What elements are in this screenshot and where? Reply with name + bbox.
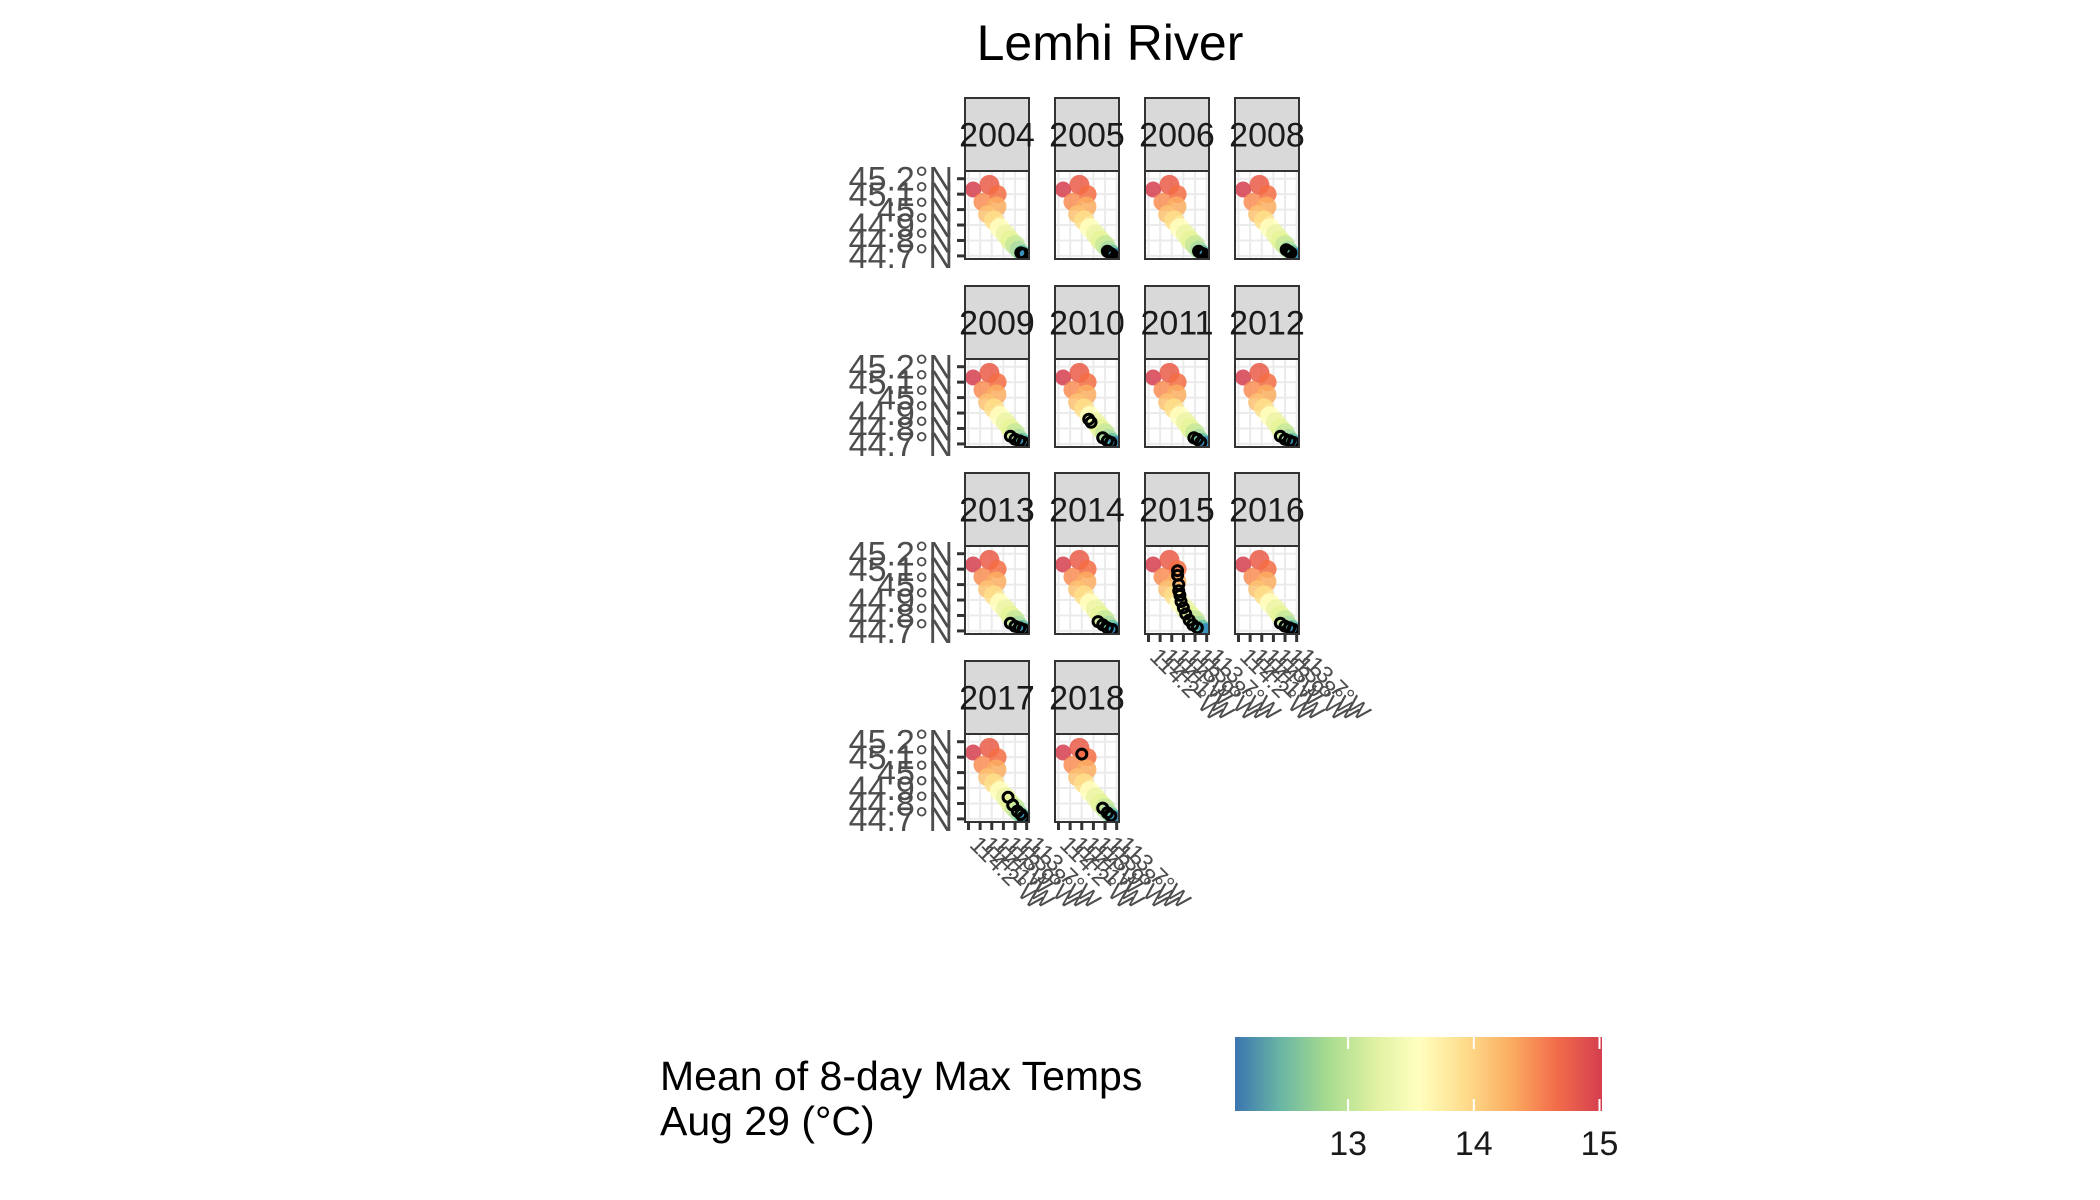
observation-point [1171,564,1185,578]
temperature-cell [1145,181,1162,198]
y-tick-label: 44.7°N [849,238,953,276]
observation-point [1173,588,1187,602]
temperature-cell [965,369,982,386]
observation-point [1104,435,1118,447]
legend-tick-label: 13 [1329,1125,1367,1163]
y-tick-label: 44.7°N [849,801,953,839]
facet-strip [964,472,1030,547]
temperature-cell [1145,369,1162,386]
facet-strip [1054,660,1120,735]
facet-label: 2018 [1049,680,1125,718]
temperature-cell [1235,556,1252,573]
legend-tick-label: 15 [1581,1125,1619,1163]
y-tick-label: 45.2°N [849,349,953,387]
observation-point [1075,747,1089,761]
facet-label: 2014 [1049,492,1125,530]
legend-title-line2: Aug 29 (°C) [660,1098,875,1144]
chart-title: Lemhi River [977,15,1244,71]
observation-point [1105,247,1119,259]
y-tick-label: 45.1°N [849,176,953,214]
temperature-cell [1235,369,1252,386]
legend-title-line1: Mean of 8-day Max Temps [660,1053,1142,1099]
facet-panel-2010: 2010 [1049,285,1125,448]
y-tick-label: 44.8°N [849,785,953,823]
facet-strip [964,660,1030,735]
observation-point [1284,246,1298,259]
temperature-cell [1145,556,1162,573]
y-tick-label: 44.9°N [849,207,953,245]
y-tick-label: 44.9°N [849,770,953,808]
facet-strip [1234,97,1300,172]
facet-label: 2009 [959,305,1035,343]
facet-panel-2012: 2012 [1229,285,1305,448]
facet-strip [1234,472,1300,547]
y-tick-label: 44.7°N [849,426,953,464]
facet-panel-2006: 2006 [1139,97,1215,260]
facet-label: 2008 [1229,117,1305,155]
facet-label: 2005 [1049,117,1125,155]
y-tick-label: 44.8°N [849,222,953,260]
facet-strip [1054,285,1120,360]
y-tick-label: 45°N [877,192,953,230]
observation-point [1104,809,1118,822]
facet-strip [1144,472,1210,547]
y-tick-label: 44.9°N [849,395,953,433]
temperature-cell [1055,556,1072,573]
observation-point [1194,435,1208,447]
temperature-cell [1055,744,1072,761]
facet-label: 2004 [959,117,1035,155]
observation-point [1190,621,1204,634]
facet-strip [1054,472,1120,547]
legend-ticks: 13 14 15 [1329,1037,1618,1163]
observation-point [1174,595,1188,609]
observation-point [1176,601,1190,615]
color-legend: Mean of 8-day Max Temps Aug 29 (°C) 13 14… [660,1037,1618,1163]
y-tick-label: 45.2°N [849,724,953,762]
temperature-cell [1235,181,1252,198]
temperature-cell [1055,369,1072,386]
facet-strip [1054,97,1120,172]
facet-label: 2012 [1229,305,1305,343]
facet-panel-2011: 2011 [1140,285,1214,448]
y-tick-label: 45.1°N [849,551,953,589]
temperature-cell [965,744,982,761]
y-tick-label: 45.2°N [849,161,953,199]
legend-tick-label: 14 [1455,1125,1493,1163]
legend-colorbar [1235,1037,1602,1111]
facet-label: 2011 [1140,305,1213,343]
facet-panels: 200445.2°N45.1°N45°N44.9°N44.8°N44.7°N20… [849,97,1376,915]
facet-panel-2014: 2014 [1049,472,1125,635]
facet-label: 2017 [959,680,1035,718]
observation-point [1105,622,1119,634]
y-tick-label: 44.8°N [849,410,953,448]
temperature-cell [965,181,982,198]
facet-label: 2010 [1049,305,1125,343]
y-tick-label: 44.9°N [849,582,953,620]
facet-label: 2015 [1139,492,1215,530]
y-tick-label: 44.8°N [849,597,953,635]
facet-label: 2013 [959,492,1035,530]
y-tick-label: 45.1°N [849,739,953,777]
facet-label: 2016 [1229,492,1305,530]
y-tick-label: 44.7°N [849,613,953,651]
y-tick-label: 45°N [877,380,953,418]
facet-panel-2005: 2005 [1049,97,1125,260]
observation-point [1084,415,1098,429]
y-tick-label: 45.1°N [849,364,953,402]
y-tick-label: 45.2°N [849,536,953,574]
facet-label: 2006 [1139,117,1215,155]
temperature-cell [1055,181,1072,198]
facet-panel-2008: 2008 [1229,97,1305,260]
y-tick-label: 45°N [877,567,953,605]
facet-strip [964,97,1030,172]
y-tick-label: 45°N [877,755,953,793]
temperature-cell [965,556,982,573]
